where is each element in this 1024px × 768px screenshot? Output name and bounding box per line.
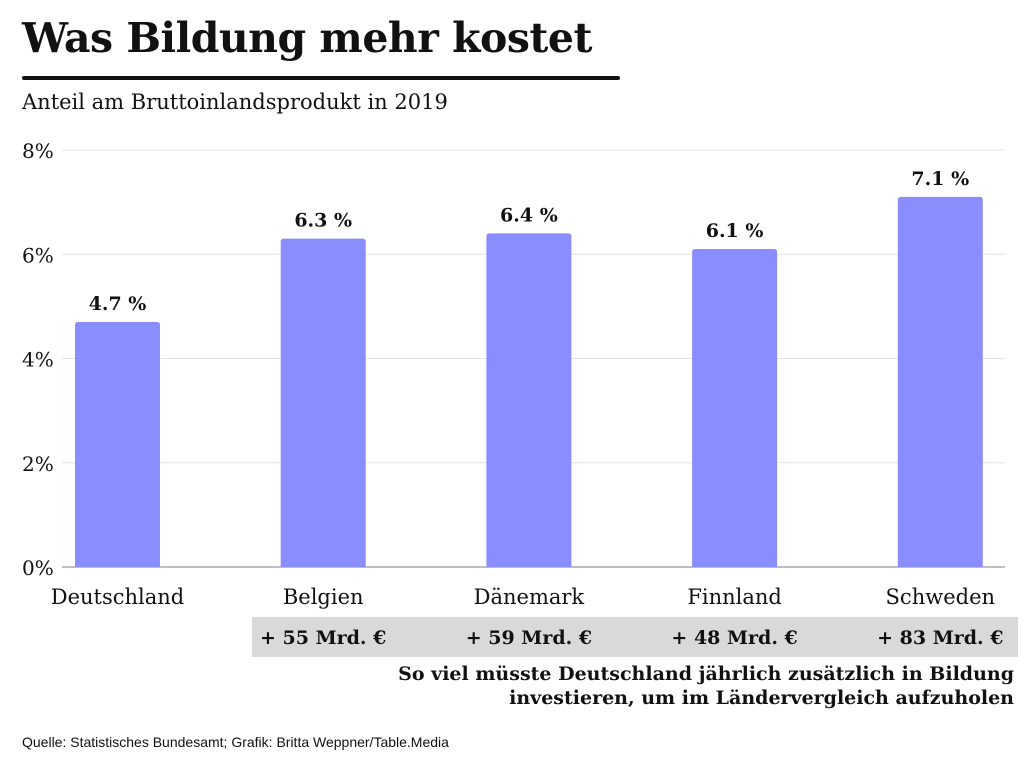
y-tick-label: 6% bbox=[22, 243, 54, 267]
title-underline bbox=[22, 76, 620, 80]
bar-value-label: 4.7 % bbox=[89, 293, 147, 315]
chart-subtitle: Anteil am Bruttoinlandsprodukt in 2019 bbox=[22, 90, 448, 114]
x-category-label: Deutschland bbox=[51, 585, 185, 609]
bar-belgien bbox=[280, 238, 366, 568]
x-category-label: Dänemark bbox=[474, 585, 585, 609]
extra-cost-label: + 48 Mrd. € bbox=[671, 627, 797, 649]
x-category-label: Finnland bbox=[687, 585, 782, 609]
y-tick-label: 4% bbox=[22, 348, 54, 372]
extra-cost-note: So viel müsste Deutschland jährlich zusä… bbox=[398, 662, 1014, 710]
bar-deutschland bbox=[75, 322, 160, 567]
source-note: Quelle: Statistisches Bundesamt; Grafik:… bbox=[22, 734, 449, 750]
bar-value-label: 6.4 % bbox=[500, 204, 558, 226]
note-line-1: So viel müsste Deutschland jährlich zusä… bbox=[398, 663, 1014, 685]
extra-cost-label: + 59 Mrd. € bbox=[466, 627, 592, 649]
y-tick-label: 8% bbox=[22, 139, 54, 163]
bar-schweden bbox=[897, 196, 983, 567]
note-line-2: investieren, um im Ländervergleich aufzu… bbox=[509, 687, 1014, 709]
chart-title: Was Bildung mehr kostet bbox=[22, 14, 592, 62]
extra-cost-band bbox=[252, 617, 1018, 657]
bar-value-label: 6.3 % bbox=[294, 210, 352, 232]
bar-finnland bbox=[692, 249, 778, 567]
y-tick-label: 0% bbox=[22, 556, 54, 580]
extra-cost-label: + 55 Mrd. € bbox=[260, 627, 386, 649]
extra-cost-label: + 83 Mrd. € bbox=[877, 627, 1003, 649]
bar-dänemark bbox=[486, 233, 572, 567]
bar-value-label: 6.1 % bbox=[706, 220, 764, 242]
x-category-label: Belgien bbox=[283, 585, 364, 609]
x-category-label: Schweden bbox=[886, 585, 995, 609]
bar-value-label: 7.1 % bbox=[911, 168, 969, 190]
y-tick-label: 2% bbox=[22, 452, 54, 476]
